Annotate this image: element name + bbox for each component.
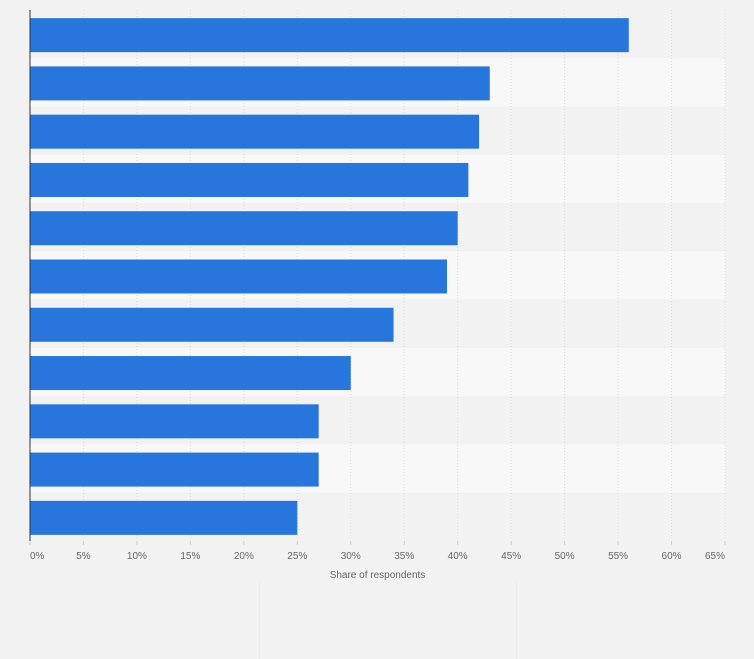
footer-divider (516, 582, 517, 659)
footer-divider (259, 582, 260, 659)
tick-label: 35% (394, 551, 414, 562)
tick-label: 25% (287, 551, 307, 562)
tick-label: 0% (30, 551, 45, 562)
tick-label: 10% (127, 551, 147, 562)
x-axis-title: Share of respondents (330, 570, 426, 581)
bar[interactable] (30, 162, 469, 197)
tick-label: 30% (341, 551, 361, 562)
bars (30, 18, 629, 535)
bar-chart: 0% 5% 10% 15% 20% 25% 30% 35% 40% 45% 50% 55% 60% 65%… (29, 10, 726, 581)
footer-strip (0, 582, 754, 659)
tick-label: 5% (76, 551, 91, 562)
tick-label: 40% (448, 551, 468, 562)
bar[interactable] (30, 307, 394, 342)
bar[interactable] (30, 18, 629, 53)
bar[interactable] (30, 356, 351, 391)
tick-label: 50% (555, 551, 575, 562)
bar[interactable] (30, 500, 298, 535)
bar[interactable] (30, 452, 319, 487)
tick-label: 45% (501, 551, 521, 562)
bar[interactable] (30, 259, 447, 294)
tick-label: 55% (608, 551, 628, 562)
tick-label: 20% (234, 551, 254, 562)
x-axis-ticks: 0% 5% 10% 15% 20% 25% 30% 35% 40% 45% 50% 55% 60% 65% (29, 541, 726, 562)
bar[interactable] (30, 66, 490, 101)
bar[interactable] (30, 404, 319, 439)
tick-label: 60% (662, 551, 682, 562)
tick-label: 65% (705, 551, 725, 562)
bar[interactable] (30, 211, 458, 246)
tick-label: 15% (180, 551, 200, 562)
bar[interactable] (30, 114, 480, 149)
